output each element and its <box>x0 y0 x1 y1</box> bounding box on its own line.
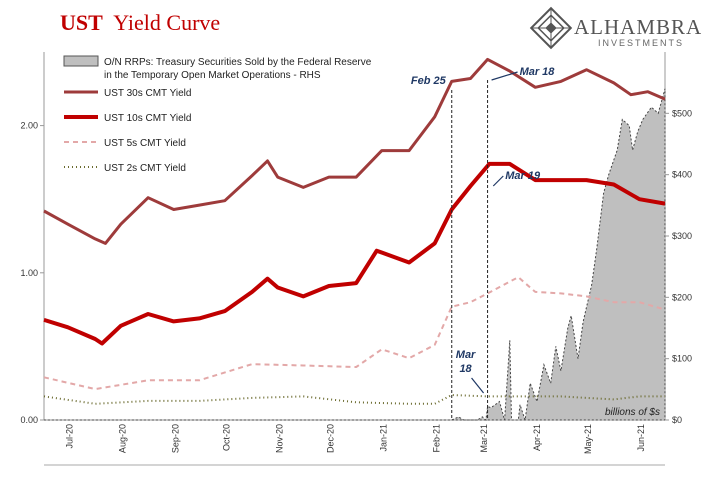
yield-lines-layer <box>43 57 666 405</box>
x-tick-label: Nov-20 <box>274 424 284 453</box>
title-rest: Yield Curve <box>113 10 220 35</box>
y-left-tick-label: 0.00 <box>20 415 38 425</box>
arrow-mar19 <box>492 175 504 187</box>
series-line-10s <box>43 161 666 346</box>
x-tick-label: Dec-20 <box>326 424 336 453</box>
x-tick-label: Apr-21 <box>532 424 542 451</box>
x-tick-label: Oct-20 <box>222 424 232 451</box>
series-line-5s <box>43 276 666 391</box>
axis-ticks-layer: 0.00 1.00 2.00 $0 $100 $200 $300 $400 $500 Jul-20… <box>20 108 692 454</box>
x-tick-label: Feb-21 <box>431 424 441 453</box>
brand-name: ALHAMBRA <box>574 15 702 39</box>
arrow-mar18-bottom <box>471 377 485 394</box>
x-tick-label: Aug-20 <box>118 424 128 453</box>
annotations-layer: Feb 25 Mar 18 Mar 19 Mar 18 <box>411 66 555 420</box>
rhs-units-label: billions of $s <box>605 407 660 418</box>
legend-label-10s: UST 10s CMT Yield <box>104 113 191 124</box>
x-tick-label: May-21 <box>583 424 593 454</box>
arrow-mar18 <box>491 71 518 81</box>
x-tick-label: Jun-21 <box>636 424 646 452</box>
y-left-tick-label: 1.00 <box>20 268 38 278</box>
legend-label-rrp-line2: in the Temporary Open Market Operations … <box>104 70 321 81</box>
legend-label-5s: UST 5s CMT Yield <box>104 138 186 149</box>
legend-label-rrp-line1: O/N RRPs: Treasury Securities Sold by th… <box>104 57 372 68</box>
y-right-tick-label: $500 <box>672 108 692 118</box>
x-tick-label: Sep-20 <box>170 424 180 453</box>
y-left-tick-label: 2.00 <box>20 121 38 131</box>
diamond-logo-icon <box>529 6 573 50</box>
x-tick-label: Jul-20 <box>65 424 75 449</box>
legend-swatch-rrp <box>63 55 99 67</box>
y-right-tick-label: $0 <box>672 415 682 425</box>
series-area-rrp <box>44 88 666 422</box>
x-tick-label: Mar-21 <box>479 424 489 453</box>
y-right-tick-label: $400 <box>672 170 692 180</box>
annot-feb25: Feb 25 <box>411 75 447 87</box>
brand-logo: ALHAMBRA INVESTMENTS <box>529 6 702 50</box>
legend-label-2s: UST 2s CMT Yield <box>104 163 186 174</box>
title-prefix: UST <box>60 10 103 35</box>
annot-mar-bottom: Mar <box>456 349 476 361</box>
x-tick-label: Jan-21 <box>379 424 389 452</box>
series-line-30s <box>43 57 666 245</box>
annot-18-bottom: 18 <box>459 363 472 375</box>
brand-sub: INVESTMENTS <box>598 38 684 48</box>
rrp-area-layer <box>44 88 666 422</box>
chart-title: UST Yield Curve <box>60 10 220 35</box>
annot-mar19: Mar 19 <box>505 170 541 182</box>
legend: O/N RRPs: Treasury Securities Sold by th… <box>63 55 372 174</box>
y-right-tick-label: $100 <box>672 354 692 364</box>
annot-mar18: Mar 18 <box>520 66 556 78</box>
y-right-tick-label: $200 <box>672 292 692 302</box>
y-right-tick-label: $300 <box>672 231 692 241</box>
legend-label-30s: UST 30s CMT Yield <box>104 88 191 99</box>
